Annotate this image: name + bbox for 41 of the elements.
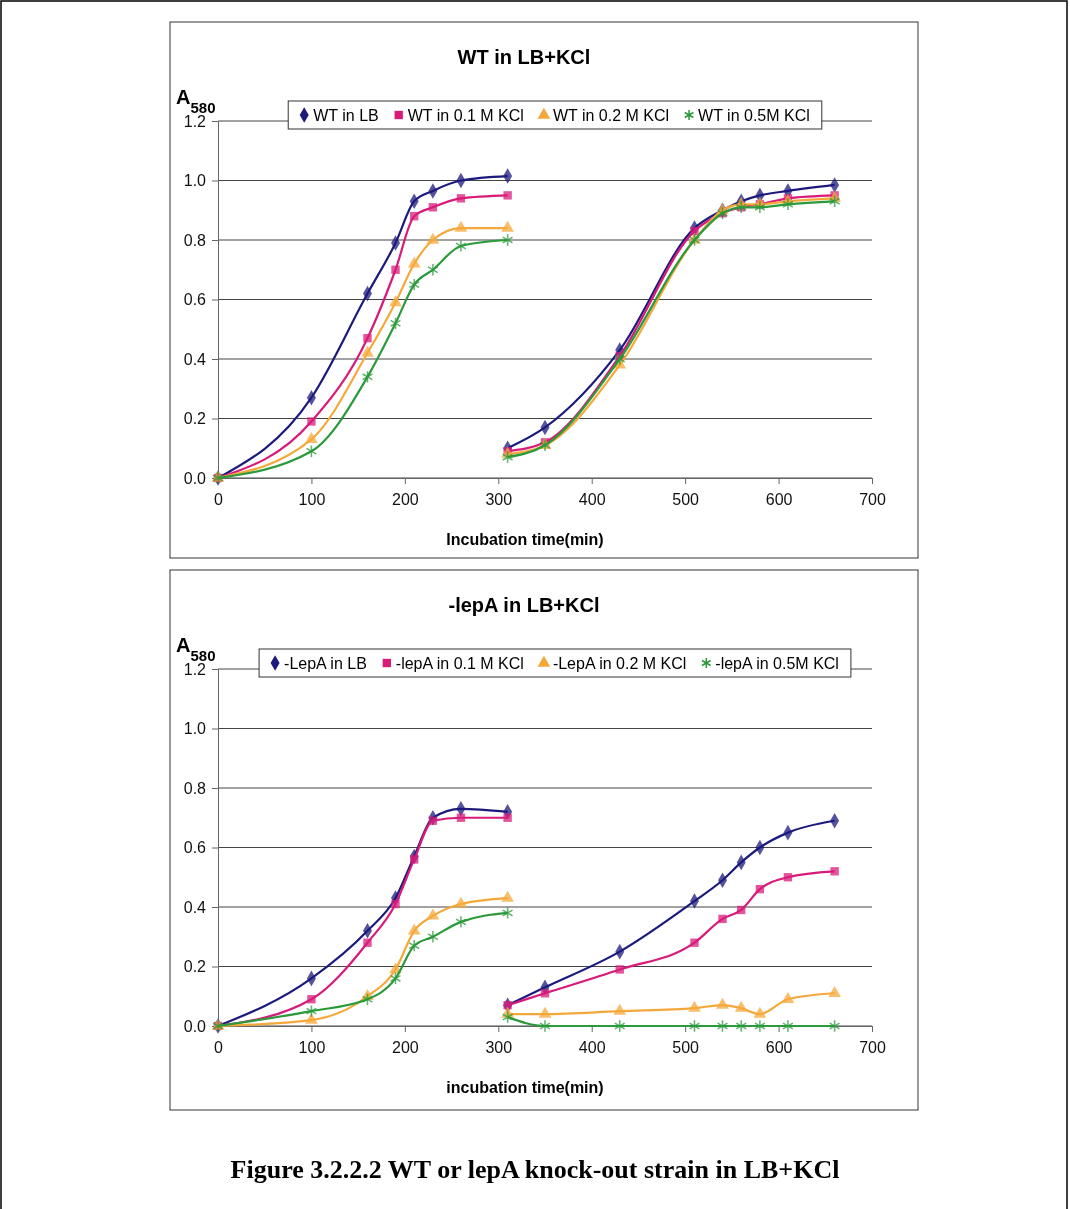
legend-label: -lepA in 0.5M KCl <box>715 655 839 672</box>
legend-label: WT in 0.5M KCl <box>698 107 810 124</box>
y-tick-label: 0.6 <box>183 839 207 857</box>
x-tick-label: 0 <box>214 1039 224 1057</box>
chart-title: WT in LB+KCl <box>457 46 591 68</box>
x-tick-label: 200 <box>392 491 419 509</box>
x-tick-label: 100 <box>298 491 326 509</box>
y-tick-label: 0.4 <box>183 350 207 368</box>
x-tick-label: 500 <box>672 1039 700 1057</box>
y-tick-label: 0.0 <box>183 1017 207 1035</box>
x-tick-label: 0 <box>214 491 224 509</box>
x-axis-title: incubation time(min) <box>446 1079 604 1096</box>
y-tick-label: 0.6 <box>183 291 207 309</box>
y-tick-label: 0.2 <box>183 958 207 976</box>
y-tick-label: 0.0 <box>183 469 207 487</box>
x-tick-label: 400 <box>578 491 606 509</box>
chart-title: -lepA in LB+KCl <box>448 594 600 616</box>
legend-label: WT in 0.1 M KCl <box>407 107 524 124</box>
legend-label: -lepA in 0.1 M KCl <box>395 655 524 672</box>
legend-label: -LepA in LB <box>284 655 367 672</box>
y-tick-label: 0.4 <box>183 898 207 916</box>
x-tick-label: 100 <box>298 1039 326 1057</box>
x-tick-label: 400 <box>578 1039 606 1057</box>
x-tick-label: 600 <box>765 491 793 509</box>
x-tick-label: 600 <box>765 1039 793 1057</box>
x-axis-title: Incubation time(min) <box>446 531 604 548</box>
y-tick-label: 1.0 <box>183 172 207 190</box>
x-tick-label: 500 <box>672 491 700 509</box>
y-tick-label: 0.8 <box>183 231 207 249</box>
legend-label: WT in 0.2 M KCl <box>552 107 670 124</box>
x-tick-label: 700 <box>859 1039 886 1057</box>
legend-label: WT in LB <box>313 107 379 124</box>
x-tick-label: 300 <box>485 1039 513 1057</box>
y-tick-label: 1.0 <box>183 720 207 738</box>
x-tick-label: 700 <box>859 491 886 509</box>
y-tick-label: 0.2 <box>183 410 207 428</box>
y-tick-label: 0.8 <box>183 779 207 797</box>
legend-label: -LepA in 0.2 M KCl <box>552 655 687 672</box>
x-tick-label: 300 <box>485 491 513 509</box>
x-tick-label: 200 <box>392 1039 419 1057</box>
caption: Figure 3.2.2.2 WT or lepA knock-out strain in LB+KCl <box>230 1155 840 1184</box>
